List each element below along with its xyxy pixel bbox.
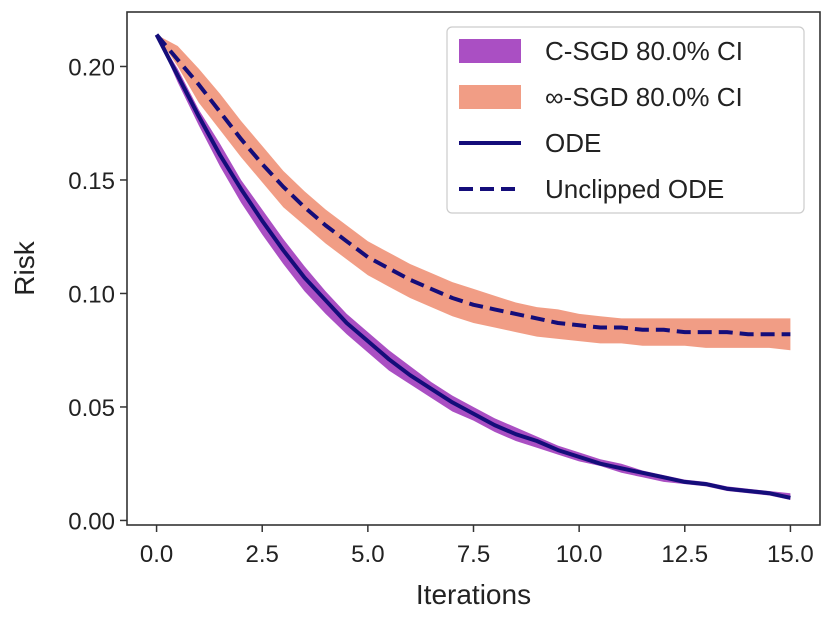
legend: C-SGD 80.0% CI ∞-SGD 80.0% CI ODE Unclipped… [446, 26, 805, 214]
legend-label: C-SGD 80.0% CI [545, 36, 743, 66]
y-axis: 0.00 0.05 0.10 0.15 0.20 [68, 54, 127, 535]
y-tick-label: 0.10 [68, 281, 115, 308]
x-tick-label: 10.0 [556, 541, 603, 568]
line-unclipped-ode [155, 33, 791, 337]
y-tick-label: 0.20 [68, 54, 115, 81]
y-tick-label: 0.15 [68, 168, 115, 195]
legend-swatch [459, 85, 521, 109]
ode-lines [154, 33, 791, 500]
ci-bands [156, 34, 791, 500]
line-ode [154, 33, 791, 500]
y-axis-title: Risk [9, 240, 40, 295]
band-sgd-80-0-ci [156, 34, 791, 351]
legend-label: Unclipped ODE [545, 174, 724, 204]
legend-label: ∞-SGD 80.0% CI [545, 82, 743, 112]
x-tick-label: 15.0 [767, 541, 814, 568]
y-tick-label: 0.05 [68, 395, 115, 422]
x-axis-title: Iterations [416, 579, 531, 610]
x-tick-label: 5.0 [351, 541, 384, 568]
legend-swatch [459, 39, 521, 63]
legend-box [446, 26, 805, 214]
legend-label: ODE [545, 128, 601, 158]
x-axis: 0.0 2.5 5.0 7.5 10.0 12.5 15.0 [140, 525, 814, 568]
y-tick-label: 0.00 [68, 508, 115, 535]
x-tick-label: 7.5 [457, 541, 490, 568]
x-tick-label: 2.5 [246, 541, 279, 568]
x-tick-label: 0.0 [140, 541, 173, 568]
x-tick-label: 12.5 [661, 541, 708, 568]
